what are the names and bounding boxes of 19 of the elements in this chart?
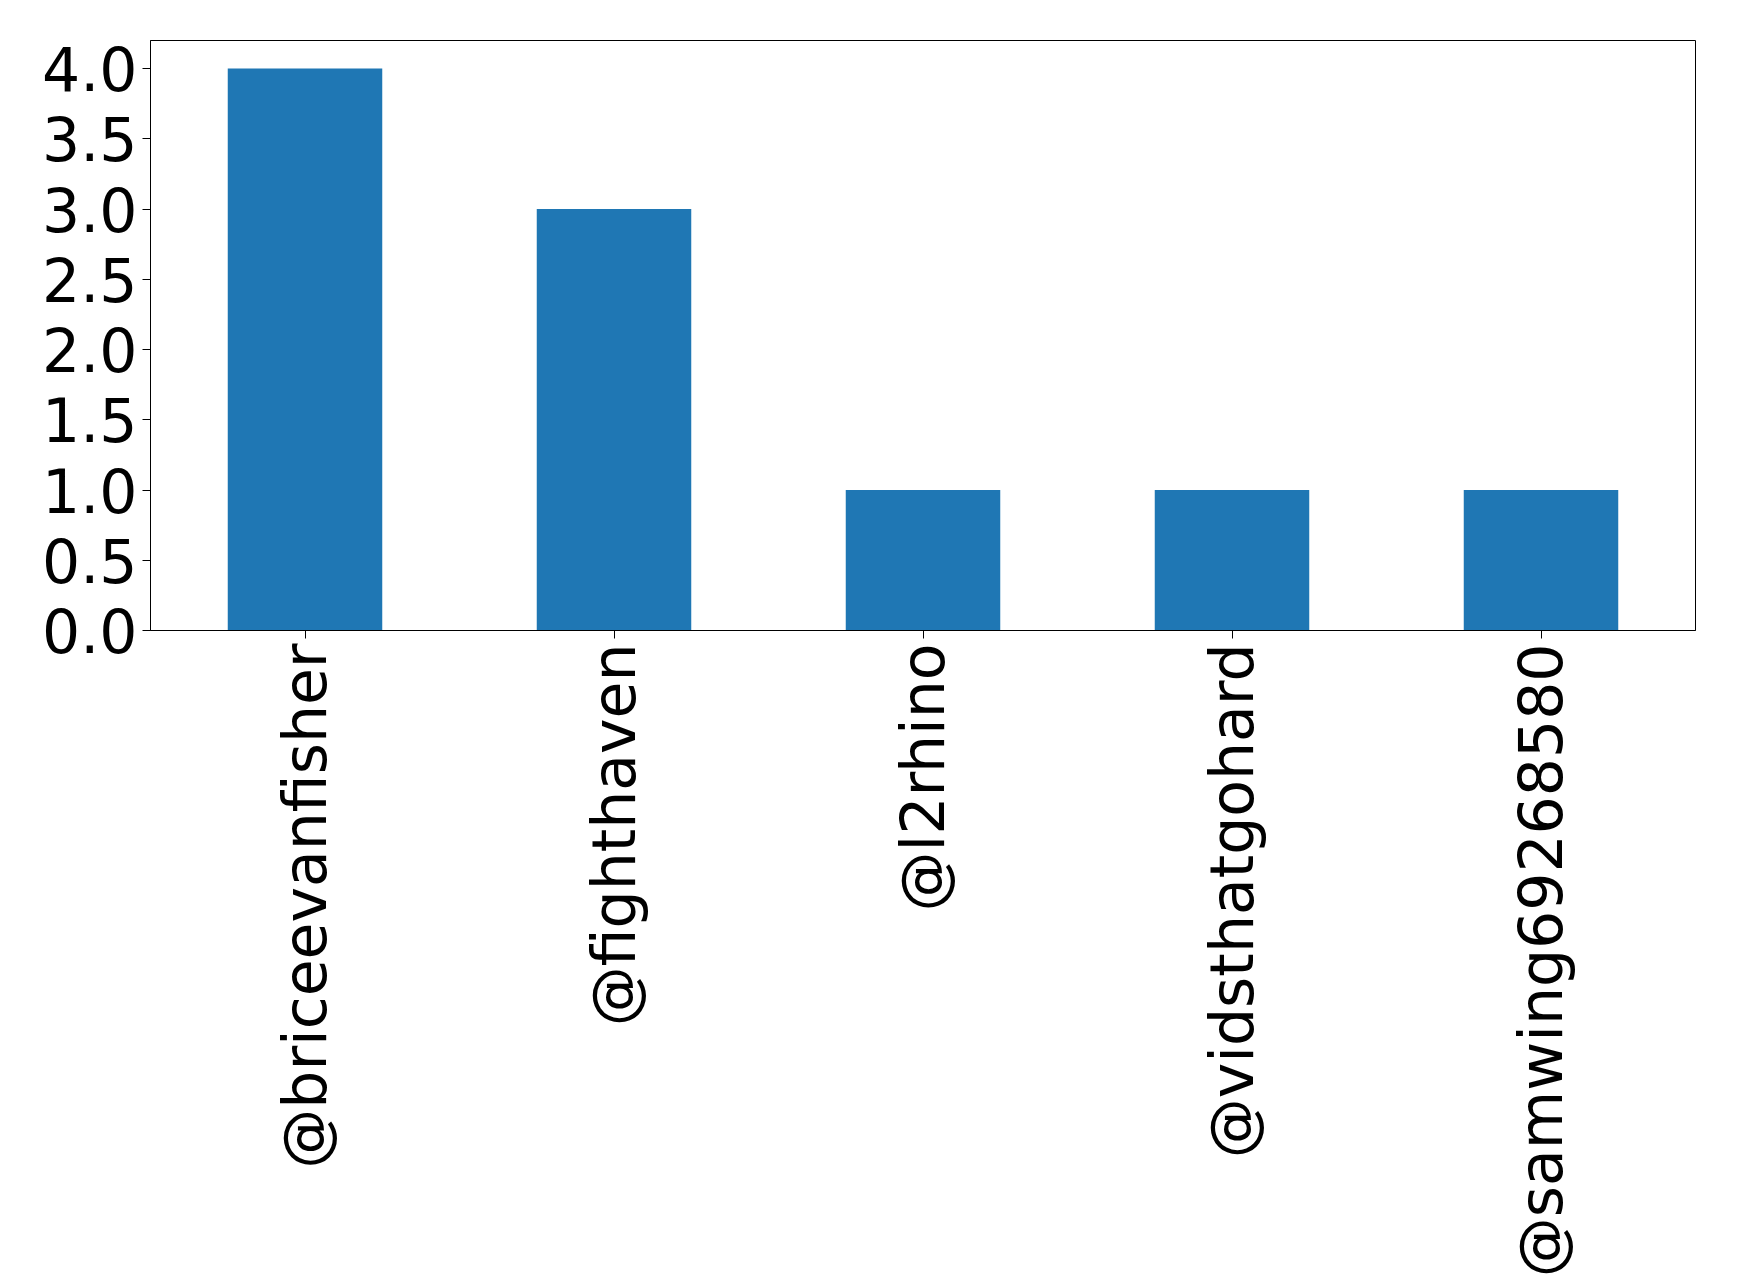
- y-tick-label: 0.5: [42, 526, 138, 597]
- x-tick-label: @l2rhino: [888, 643, 958, 912]
- x-tick-label: @vidsthatgohard: [1197, 643, 1267, 1159]
- bar: [536, 209, 692, 631]
- y-tick-label: 0.0: [42, 597, 138, 667]
- x-tick-label: @samwing69268580: [1506, 643, 1576, 1278]
- y-tick-label: 2.0: [42, 316, 138, 387]
- y-tick-label: 3.5: [42, 105, 138, 176]
- y-tick-label: 1.0: [42, 456, 138, 527]
- bar: [1154, 490, 1310, 631]
- x-tick-label: @briceevanfisher: [270, 643, 340, 1169]
- x-tick-label: @fighthaven: [579, 643, 649, 1027]
- bar: [845, 490, 1001, 631]
- y-tick-label: 3.0: [42, 175, 138, 246]
- bar: [227, 68, 383, 631]
- y-tick-label: 2.5: [42, 245, 138, 316]
- y-tick-label: 4.0: [42, 35, 138, 106]
- y-tick-label: 1.5: [42, 386, 138, 457]
- bar: [1463, 490, 1619, 631]
